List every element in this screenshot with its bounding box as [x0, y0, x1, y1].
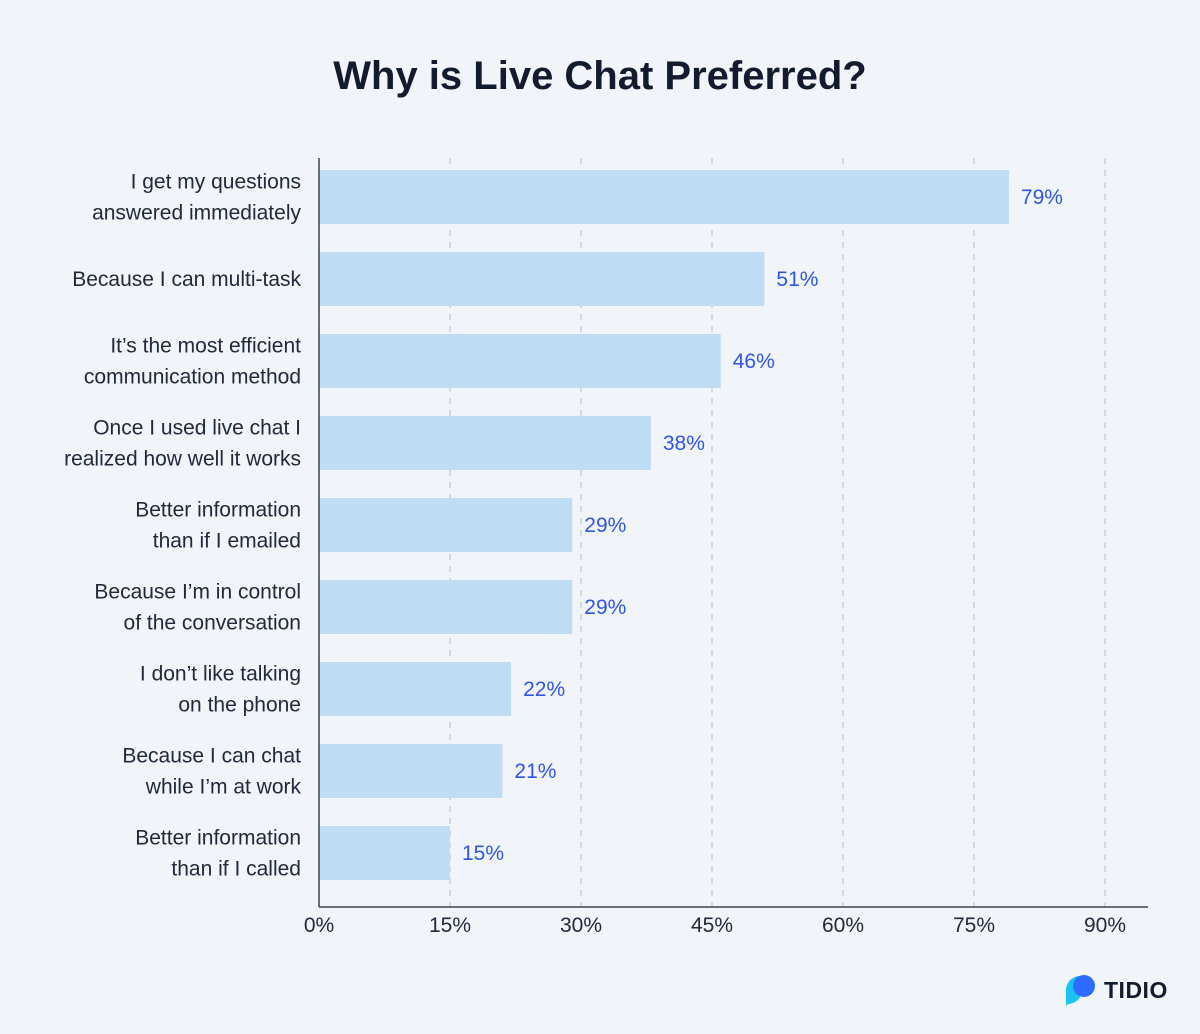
x-tick-label: 0% [304, 914, 334, 937]
category-label: Better information [135, 827, 301, 850]
category-label: communication method [84, 366, 301, 389]
chart-title: Why is Live Chat Preferred? [333, 54, 867, 98]
value-label: 46% [733, 350, 775, 373]
category-label: of the conversation [124, 612, 301, 635]
category-label: It’s the most efficient [110, 335, 301, 358]
value-label: 22% [523, 678, 565, 701]
category-label: than if I emailed [153, 530, 301, 553]
value-label: 79% [1021, 186, 1063, 209]
bars [319, 170, 1009, 880]
value-labels: 79% 51% 46% 38% 29% 29% 22% 21% 15% [462, 186, 1063, 865]
value-label: 29% [584, 596, 626, 619]
category-labels: I get my questions answered immediately Be… [64, 171, 301, 881]
category-label: than if I called [171, 858, 301, 881]
brand-logo: TIDIO [1062, 972, 1168, 1008]
x-tick-label: 15% [429, 914, 471, 937]
brand-name: TIDIO [1104, 976, 1168, 1003]
x-tick-label: 30% [560, 914, 602, 937]
x-tick-label: 45% [691, 914, 733, 937]
category-label: I don’t like talking [140, 663, 301, 686]
x-tick-label: 60% [822, 914, 864, 937]
bar [319, 744, 503, 798]
value-label: 29% [584, 514, 626, 537]
bar [319, 826, 450, 880]
bar [319, 416, 651, 470]
bar [319, 498, 573, 552]
x-tick-label: 90% [1084, 914, 1126, 937]
category-label: Once I used live chat I [93, 417, 301, 440]
bar [319, 170, 1009, 224]
category-label: Because I can multi-task [72, 268, 301, 291]
category-label: Better information [135, 499, 301, 522]
bar [319, 662, 512, 716]
category-label: I get my questions [131, 171, 301, 194]
tidio-logo-icon [1066, 975, 1095, 1006]
category-label: Because I’m in control [94, 581, 301, 604]
bar [319, 334, 721, 388]
category-label: realized how well it works [64, 448, 301, 471]
value-label: 15% [462, 842, 504, 865]
category-label: Because I can chat [122, 745, 301, 768]
value-label: 38% [663, 432, 705, 455]
category-label: answered immediately [92, 202, 301, 225]
category-label: while I’m at work [145, 776, 302, 799]
value-label: 51% [776, 268, 818, 291]
bar [319, 580, 573, 634]
value-label: 21% [514, 760, 556, 783]
category-label: on the phone [178, 694, 301, 717]
x-tick-label: 75% [953, 914, 995, 937]
bar [319, 252, 765, 306]
x-axis: 0% 15% 30% 45% 60% 75% 90% [304, 158, 1148, 937]
